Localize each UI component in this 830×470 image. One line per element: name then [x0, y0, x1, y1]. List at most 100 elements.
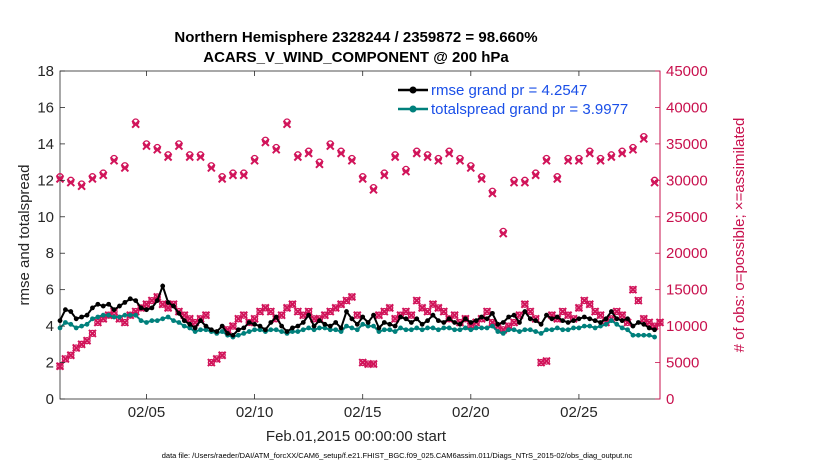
series-point-totalspread [490, 323, 495, 329]
y-tick-label-right: 25000 [666, 209, 708, 226]
series-point-rmse [198, 318, 203, 324]
obs-assimilated-marker [488, 189, 497, 198]
y-tick-label-left: 6 [46, 282, 54, 299]
obs-assimilated-marker [444, 149, 454, 158]
series-point-totalspread [165, 314, 171, 320]
series-point-totalspread [317, 325, 322, 331]
obs-assimilated-marker [55, 361, 65, 371]
obs-assimilated-marker [77, 181, 86, 191]
y-tick-label-left: 14 [37, 136, 54, 153]
obs-assimilated-marker [288, 300, 297, 309]
y-axis-label-right: # of obs: o=possible; ×=assimilated [731, 118, 748, 353]
series-point-rmse [635, 320, 641, 325]
obs-assimilated-marker [385, 303, 394, 313]
series-point-rmse [414, 316, 420, 322]
obs-possible-marker-low [240, 311, 248, 319]
series-point-totalspread [592, 325, 598, 331]
series-point-rmse [311, 323, 317, 329]
series-point-totalspread [295, 329, 301, 334]
obs-possible-marker-low [353, 311, 361, 319]
series-point-rmse [468, 320, 474, 325]
y-tick-label-left: 8 [46, 245, 54, 262]
series-point-rmse [495, 321, 501, 327]
obs-assimilated-marker [272, 145, 281, 154]
series-point-totalspread [198, 327, 203, 333]
obs-assimilated-marker [639, 134, 648, 143]
series-point-totalspread [181, 323, 187, 329]
obs-possible-marker-low [288, 300, 297, 308]
series-point-rmse [149, 305, 155, 311]
series-point-rmse [106, 301, 112, 307]
obs-possible-marker-low [618, 311, 626, 319]
series-point-totalspread [322, 325, 328, 331]
series-point-rmse [457, 321, 463, 327]
series-point-totalspread [635, 332, 641, 338]
obs-assimilated-marker [88, 174, 97, 184]
x-tick-label: 02/20 [452, 404, 490, 421]
series-point-totalspread [360, 321, 366, 327]
series-point-totalspread [171, 318, 176, 324]
series-point-totalspread [549, 327, 555, 333]
obs-possible-marker-low [218, 351, 226, 359]
obs-assimilated-marker [315, 160, 324, 169]
obs-possible-marker-low [483, 307, 491, 316]
obs-possible-marker-low [56, 362, 64, 370]
series-point-totalspread [608, 318, 614, 324]
obs-assimilated-marker [282, 120, 292, 129]
series-point-totalspread [79, 323, 85, 329]
y-tick-label-right: 0 [666, 391, 674, 408]
obs-assimilated-marker [596, 310, 605, 320]
obs-assimilated-marker [347, 292, 357, 302]
obs-possible-marker-low [461, 315, 470, 323]
obs-assimilated-marker [628, 285, 638, 294]
series-point-rmse [257, 323, 263, 329]
series-point-totalspread [522, 327, 528, 333]
obs-possible-marker-low [510, 318, 518, 327]
obs-possible-marker-low [596, 311, 605, 319]
series-point-totalspread [376, 329, 382, 334]
obs-assimilated-marker [369, 185, 378, 195]
obs-assimilated-marker [585, 300, 594, 309]
series-point-totalspread [652, 334, 657, 340]
series-point-rmse [338, 325, 344, 331]
chart-title-line2: ACARS_V_WIND_COMPONENT @ 200 hPa [203, 49, 509, 66]
obs-assimilated-marker [109, 156, 119, 165]
series-point-totalspread [446, 325, 452, 331]
series-point-rmse [322, 321, 328, 327]
obs-assimilated-marker [120, 318, 130, 327]
obs-assimilated-marker [217, 351, 227, 360]
series-point-totalspread [311, 327, 317, 333]
series-point-rmse [646, 325, 652, 331]
obs-assimilated-marker [277, 310, 286, 320]
series-point-rmse [317, 318, 322, 324]
series-point-rmse [571, 318, 576, 324]
obs-assimilated-marker [499, 229, 508, 238]
obs-assimilated-marker [250, 156, 259, 165]
obs-assimilated-marker [358, 174, 367, 184]
obs-possible-marker-low [521, 300, 529, 308]
series-point-rmse [127, 296, 133, 302]
series-point-totalspread [506, 327, 512, 333]
obs-assimilated-marker [174, 141, 184, 151]
series-point-rmse [73, 316, 79, 322]
series-point-totalspread [484, 325, 490, 331]
series-point-rmse [538, 321, 544, 327]
obs-count-series [55, 118, 665, 371]
y-tick-label-right: 40000 [666, 99, 708, 116]
obs-assimilated-marker [304, 307, 313, 316]
obs-assimilated-marker [266, 307, 276, 316]
series-point-totalspread [571, 325, 576, 331]
obs-assimilated-marker [412, 296, 421, 305]
series-point-rmse [522, 309, 528, 314]
series-point-totalspread [100, 312, 106, 318]
series-point-totalspread [235, 332, 241, 338]
series-point-rmse [138, 305, 144, 311]
series-point-totalspread [95, 314, 101, 320]
series-point-totalspread [619, 325, 625, 331]
series-point-rmse [219, 323, 225, 329]
obs-assimilated-marker [574, 156, 584, 165]
obs-possible-marker-low [348, 293, 356, 301]
series-point-totalspread [457, 327, 463, 333]
series-point-rmse [484, 316, 490, 322]
y-tick-label-right: 10000 [666, 318, 708, 335]
